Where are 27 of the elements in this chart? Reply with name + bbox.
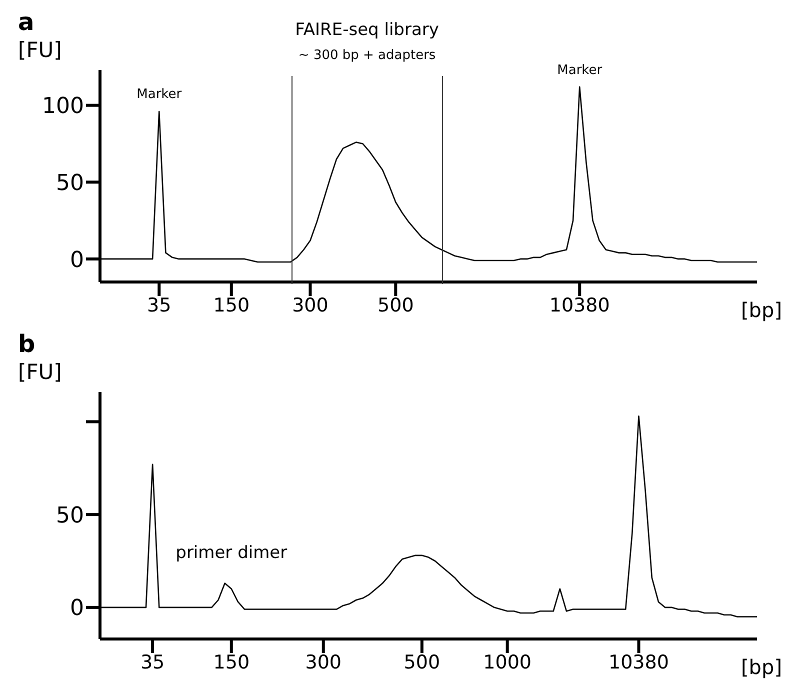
x-tick-label: 300 bbox=[292, 294, 328, 316]
chart-title: a bbox=[18, 8, 34, 36]
x-tick-label: 35 bbox=[140, 651, 165, 674]
y-axis-title: [FU] bbox=[18, 38, 62, 62]
y-axis-title: [FU] bbox=[18, 360, 62, 384]
y-tick-label: 100 bbox=[42, 94, 84, 120]
annotation: primer dimer bbox=[174, 543, 288, 564]
x-tick-label: 10380 bbox=[608, 651, 669, 674]
chart-subtitle: FAIRE-seq library bbox=[294, 20, 440, 40]
x-tick-label: 500 bbox=[404, 651, 440, 674]
annotation: Marker bbox=[136, 87, 183, 102]
y-tick-label: 0 bbox=[70, 596, 84, 622]
x-tick-label: 35 bbox=[147, 294, 172, 316]
x-axis-title: [bp] bbox=[741, 298, 782, 322]
x-tick-label: 150 bbox=[213, 651, 250, 674]
text: ~ 300 bp + adapters bbox=[297, 48, 437, 63]
y-tick-label: 0 bbox=[70, 248, 84, 273]
chart-title: b bbox=[18, 330, 36, 358]
x-tick-label: 500 bbox=[378, 294, 414, 316]
y-tick-label: 50 bbox=[56, 170, 84, 196]
x-tick-label: 300 bbox=[305, 651, 342, 674]
x-tick-label: 150 bbox=[213, 294, 250, 316]
annotation: Marker bbox=[556, 62, 604, 78]
x-tick-label: 1000 bbox=[483, 651, 532, 674]
y-tick-label: 50 bbox=[56, 503, 84, 528]
x-tick-label: 10380 bbox=[549, 294, 610, 316]
x-axis-title: [bp] bbox=[741, 655, 782, 679]
